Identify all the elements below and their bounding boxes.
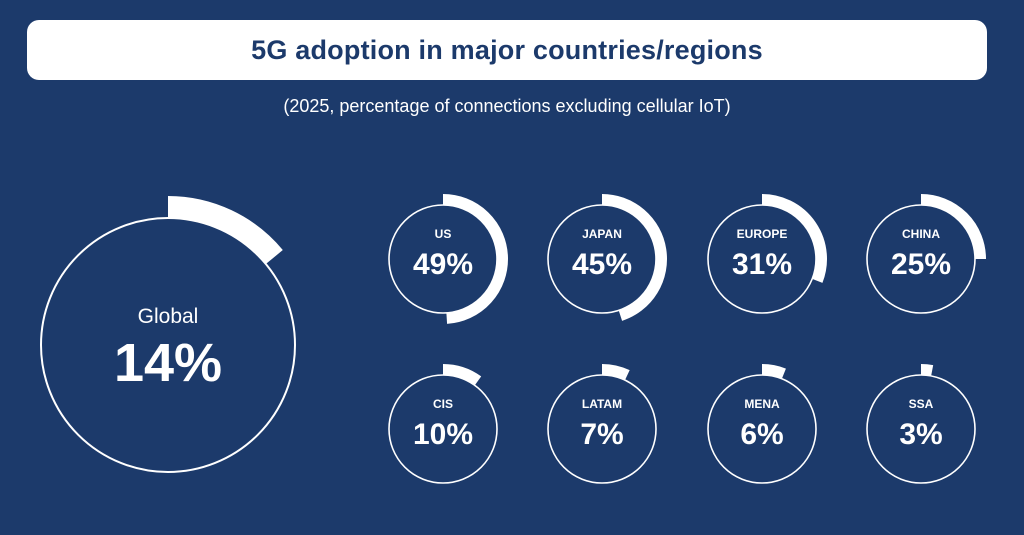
donut-ssa: SSA 3% bbox=[866, 364, 976, 484]
chart-subtitle: (2025, percentage of connections excludi… bbox=[283, 96, 731, 116]
donut-name-cis: CIS bbox=[433, 397, 453, 411]
donut-value-china: 25% bbox=[891, 248, 951, 281]
donut-arc-latam bbox=[601, 364, 630, 381]
donut-china: CHINA 25% bbox=[866, 194, 986, 314]
donut-value-mena: 6% bbox=[740, 418, 783, 451]
chart-title: 5G adoption in major countries/regions bbox=[251, 34, 763, 65]
donut-us: US 49% bbox=[388, 194, 508, 324]
donut-ring-us bbox=[388, 204, 498, 314]
donut-value-latam: 7% bbox=[580, 418, 623, 451]
donut-value-us: 49% bbox=[413, 248, 473, 281]
donut-latam: LATAM 7% bbox=[547, 364, 657, 484]
donut-name-us: US bbox=[435, 227, 452, 241]
donut-arc-europe bbox=[761, 194, 827, 283]
donut-name-latam: LATAM bbox=[582, 397, 622, 411]
donut-value-europe: 31% bbox=[732, 248, 792, 281]
title-banner: 5G adoption in major countries/regions bbox=[27, 20, 987, 80]
donut-arc-china bbox=[920, 194, 986, 260]
donut-global: Global 14% bbox=[40, 196, 296, 473]
donut-europe: EUROPE 31% bbox=[707, 194, 827, 314]
donut-value-global: 14% bbox=[114, 333, 222, 393]
donut-name-global: Global bbox=[138, 305, 199, 328]
donut-mena: MENA 6% bbox=[707, 364, 817, 484]
donut-arc-global bbox=[167, 196, 283, 265]
donut-arc-mena bbox=[761, 364, 786, 379]
donut-arc-cis bbox=[442, 364, 482, 386]
donut-name-japan: JAPAN bbox=[582, 227, 622, 241]
donut-arc-us bbox=[442, 194, 508, 324]
donut-name-mena: MENA bbox=[744, 397, 780, 411]
donut-japan: JAPAN 45% bbox=[547, 194, 667, 321]
donut-name-china: CHINA bbox=[902, 227, 940, 241]
donut-name-ssa: SSA bbox=[909, 397, 934, 411]
donut-cis: CIS 10% bbox=[388, 364, 498, 484]
donut-value-ssa: 3% bbox=[899, 418, 942, 451]
donut-name-europe: EUROPE bbox=[737, 227, 788, 241]
donut-value-japan: 45% bbox=[572, 248, 632, 281]
donut-arc-ssa bbox=[920, 364, 934, 376]
donut-arc-japan bbox=[601, 194, 667, 321]
donut-value-cis: 10% bbox=[413, 418, 473, 451]
